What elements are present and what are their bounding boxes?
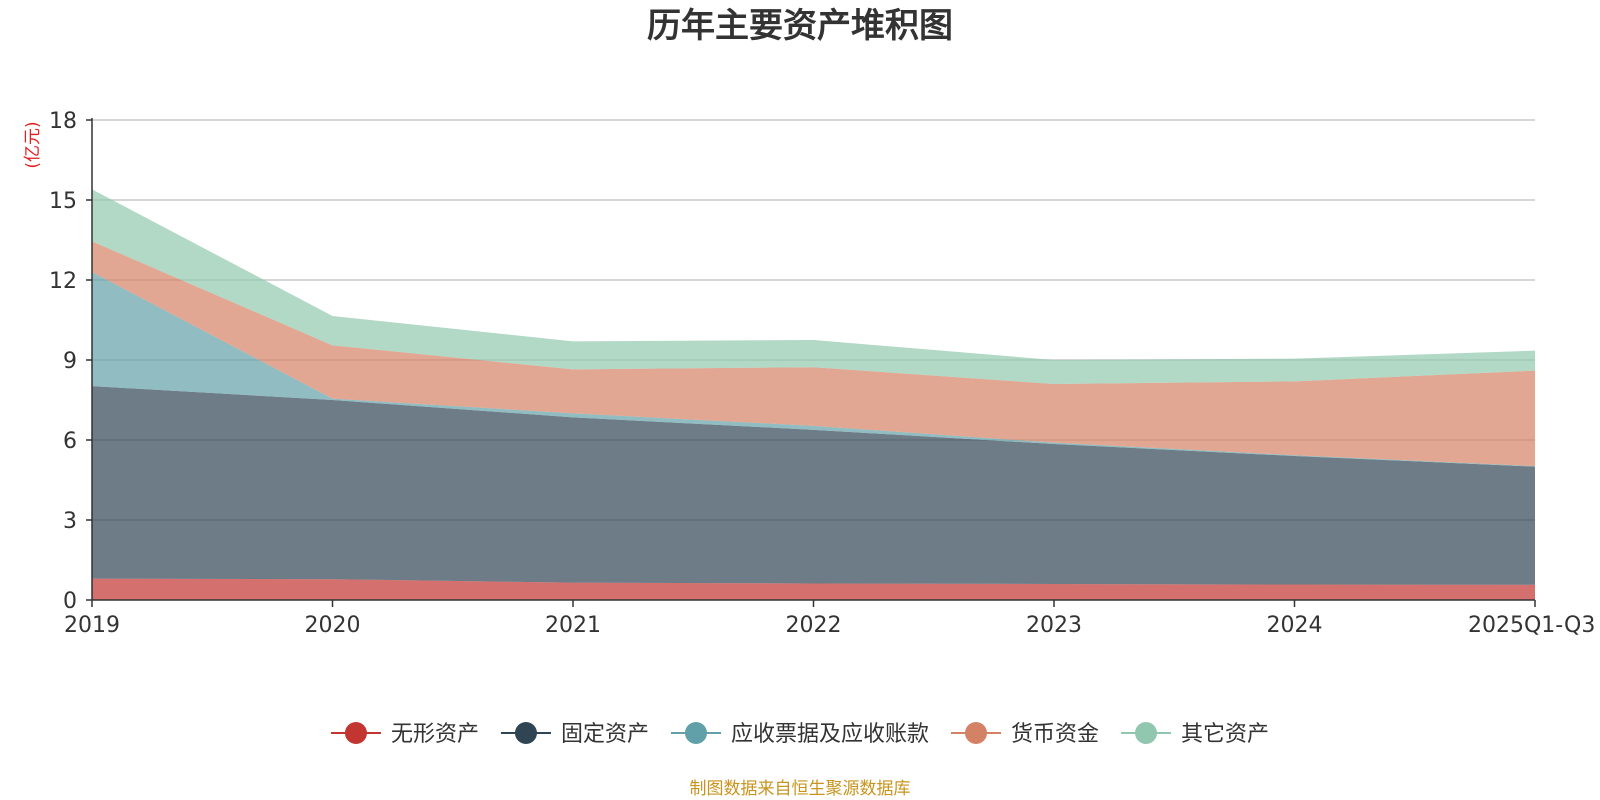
x-tick-label: 2023 [1026,613,1082,638]
x-tick-label: 2019 [64,613,120,638]
area-series-4 [92,241,1535,467]
y-tick-label: 15 [49,189,77,214]
legend-circle-marker [1135,722,1158,744]
legend-label: 其它资产 [1181,722,1269,747]
y-tick-label: 6 [63,429,77,454]
area-series-1 [92,578,1535,600]
y-tick-label: 18 [49,109,77,134]
y-tick-label: 9 [63,349,77,374]
x-tick-label: 2021 [545,613,601,638]
legend-item-1[interactable]: 无形资产 [330,722,479,747]
y-tick-label: 3 [63,509,77,534]
axes: 0 3 6 9 12 15 18 2019 2020 2021 2022 2023 2024 2025Q1… [49,109,1595,638]
legend-circle-marker [514,722,537,744]
x-tick-label: 2025Q1-Q3 [1468,613,1595,638]
legend-circle-marker [965,722,988,744]
legend-item-5[interactable]: 其它资产 [1121,722,1269,747]
area-series-5 [92,189,1535,384]
legend-item-2[interactable]: 固定资产 [500,722,649,747]
legend-label: 货币资金 [1011,722,1099,747]
chart-title: 历年主要资产堆积图 [647,6,953,46]
legend-item-4[interactable]: 货币资金 [951,722,1099,747]
y-tick-label: 12 [49,269,77,294]
legend-circle-marker [344,722,367,744]
x-tick-label: 2024 [1267,613,1323,638]
legend-label: 应收票据及应收账款 [731,722,929,747]
legend[interactable]: 无形资产 固定资产 应收票据及应收账款 货币资金 其它资产 [330,722,1269,747]
x-tick-label: 2020 [305,613,361,638]
legend-label: 无形资产 [391,722,479,747]
legend-circle-marker [684,722,707,744]
source-note: 制图数据来自恒生聚源数据库 [690,779,911,799]
area-series-2 [92,386,1535,585]
area-series-3 [92,272,1535,467]
y-axis-unit-label: (亿元) [23,121,43,168]
x-tick-label: 2022 [786,613,842,638]
legend-label: 固定资产 [561,722,649,747]
area-series [92,189,1535,600]
y-tick-label: 0 [63,589,77,614]
legend-item-3[interactable]: 应收票据及应收账款 [670,722,929,747]
